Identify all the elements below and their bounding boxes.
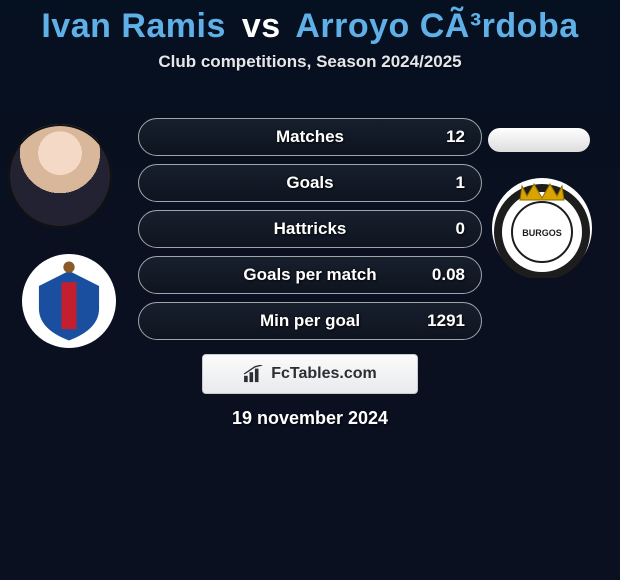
stat-label: Goals per match xyxy=(139,257,481,293)
stat-label: Goals xyxy=(139,165,481,201)
stat-value-right: 1 xyxy=(456,165,465,201)
player1-name: Ivan Ramis xyxy=(41,7,226,45)
page-title: Ivan Ramis vs Arroyo CÃ³rdoba xyxy=(0,7,620,46)
svg-text:BURGOS: BURGOS xyxy=(522,228,562,238)
stat-row-min-per-goal: Min per goal 1291 xyxy=(138,302,482,340)
stat-value-right: 0.08 xyxy=(432,257,465,293)
player1-club-badge xyxy=(22,254,116,348)
stat-label: Hattricks xyxy=(139,211,481,247)
player2-club-badge: BURGOS xyxy=(492,178,592,278)
player1-avatar xyxy=(8,124,112,228)
stat-row-hattricks: Hattricks 0 xyxy=(138,210,482,248)
subtitle: Club competitions, Season 2024/2025 xyxy=(0,52,620,72)
stat-row-matches: Matches 12 xyxy=(138,118,482,156)
stat-row-goals-per-match: Goals per match 0.08 xyxy=(138,256,482,294)
player2-name: Arroyo CÃ³rdoba xyxy=(295,7,578,45)
stats-list: Matches 12 Goals 1 Hattricks 0 Goals per… xyxy=(138,118,482,348)
stat-value-right: 12 xyxy=(446,119,465,155)
stat-value-right: 1291 xyxy=(427,303,465,339)
date-text: 19 november 2024 xyxy=(0,408,620,429)
stat-value-right: 0 xyxy=(456,211,465,247)
player2-avatar-placeholder xyxy=(488,128,590,152)
vs-separator: vs xyxy=(242,7,281,45)
stat-row-goals: Goals 1 xyxy=(138,164,482,202)
chart-icon xyxy=(243,365,265,383)
brand-box: FcTables.com xyxy=(202,354,418,394)
brand-text: FcTables.com xyxy=(271,365,377,383)
stat-label: Matches xyxy=(139,119,481,155)
